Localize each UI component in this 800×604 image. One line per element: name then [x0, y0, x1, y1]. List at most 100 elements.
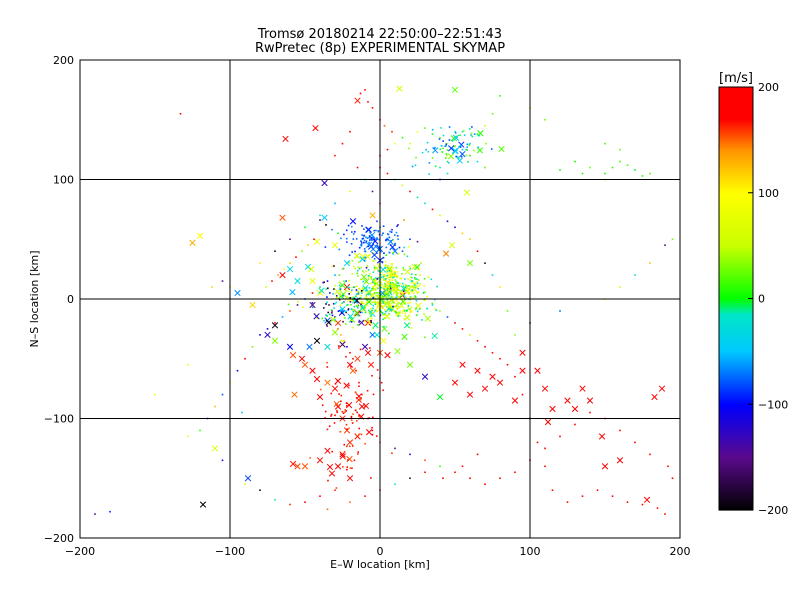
data-point-dot	[372, 252, 375, 254]
data-point-dot	[211, 286, 213, 288]
data-point-dot	[352, 296, 355, 299]
data-point-dot	[414, 286, 417, 289]
data-point-dot	[345, 237, 348, 240]
data-point-dot	[374, 245, 377, 247]
data-point-dot	[327, 311, 329, 314]
colorbar-segment	[719, 486, 753, 490]
data-point-x	[466, 259, 474, 267]
data-point-dot	[445, 143, 448, 145]
data-point-dot	[430, 278, 433, 281]
data-point-dot	[396, 235, 399, 237]
data-point-dot	[358, 288, 360, 290]
data-point-dot	[392, 239, 394, 242]
data-point-dot	[456, 155, 459, 158]
data-point-dot	[289, 310, 291, 312]
colorbar-segment	[719, 150, 753, 154]
y-tick-label: −200	[44, 532, 74, 545]
colorbar-segment	[719, 410, 753, 414]
data-point-x	[367, 361, 375, 368]
colorbar-segment	[719, 364, 753, 367]
data-point-dot	[445, 154, 448, 157]
data-point-dot	[338, 347, 340, 349]
data-point-dot	[476, 160, 479, 163]
data-point-dot	[361, 234, 363, 236]
data-point-dot	[395, 305, 398, 308]
colorbar-segment	[719, 323, 753, 327]
data-point-dot	[360, 244, 362, 246]
colorbar-segment	[719, 406, 753, 410]
data-point-dot	[368, 241, 370, 244]
data-point-dot	[448, 126, 451, 128]
data-point-dot	[362, 237, 365, 240]
colorbar-segment	[719, 268, 753, 272]
data-point-dot	[360, 292, 363, 294]
data-point-dot	[414, 296, 417, 298]
data-point-dot	[454, 226, 456, 229]
data-point-dot	[397, 282, 400, 284]
y-tick-label: 100	[53, 174, 74, 187]
data-point-dot	[354, 250, 356, 253]
data-point-dot	[323, 281, 325, 284]
data-point-dot	[386, 269, 388, 271]
data-point-dot	[380, 284, 383, 286]
data-point-dot	[389, 287, 392, 290]
data-point-dot	[350, 225, 353, 228]
data-point-dot	[326, 366, 329, 368]
data-point-dot	[404, 310, 406, 312]
data-point-dot	[373, 285, 375, 287]
data-point-dot	[358, 381, 360, 384]
data-point-dot	[377, 276, 380, 279]
data-point-x	[321, 214, 328, 221]
data-point-x	[601, 463, 609, 470]
colorbar-segment	[719, 330, 753, 333]
colorbar-segment	[719, 108, 753, 111]
data-point-dot	[461, 465, 464, 468]
data-point-dot	[347, 261, 350, 263]
data-point-dot	[473, 149, 475, 152]
data-point-dot	[375, 229, 377, 232]
data-point-dot	[387, 239, 389, 241]
data-point-x	[301, 463, 309, 470]
data-point-dot	[381, 312, 384, 315]
colorbar-segment	[719, 141, 753, 145]
colorbar-segment	[719, 455, 753, 458]
data-point-dot	[484, 166, 486, 169]
data-point-dot	[328, 304, 330, 306]
data-point-dot	[411, 165, 414, 168]
data-point-dot	[349, 262, 351, 264]
data-point-dot	[386, 172, 389, 175]
data-point-dot	[365, 301, 368, 304]
colorbar-segment	[719, 328, 753, 331]
colorbar-segment	[719, 239, 753, 242]
data-point-dot	[385, 254, 388, 257]
data-point-dot	[469, 477, 471, 480]
data-point-dot	[410, 273, 413, 276]
data-point-dot	[347, 308, 350, 310]
data-point-dot	[389, 281, 392, 284]
data-point-x	[354, 97, 361, 104]
data-point-dot	[326, 508, 329, 511]
data-point-dot	[671, 477, 674, 480]
data-point-dot	[313, 238, 315, 241]
data-point-x	[369, 331, 376, 339]
data-point-dot	[364, 256, 367, 259]
data-point-dot	[360, 245, 363, 247]
colorbar-tick-label: 200	[758, 81, 779, 94]
data-point-dot	[436, 285, 438, 288]
data-point-dot	[424, 299, 427, 301]
colorbar-segment	[719, 144, 753, 147]
data-point-x	[306, 343, 313, 350]
colorbar-segment	[719, 499, 753, 503]
data-point-dot	[330, 415, 332, 417]
data-point-dot	[427, 150, 430, 153]
data-point-x	[264, 331, 271, 339]
colorbar-segment	[719, 158, 753, 162]
data-point-dot	[392, 251, 394, 254]
data-point-x	[598, 433, 606, 440]
grid-lines	[80, 60, 680, 538]
data-point-dot	[283, 268, 285, 270]
data-point-x	[316, 393, 324, 401]
data-point-dot	[221, 393, 224, 396]
data-point-x	[346, 455, 353, 463]
data-point-x	[339, 306, 346, 313]
